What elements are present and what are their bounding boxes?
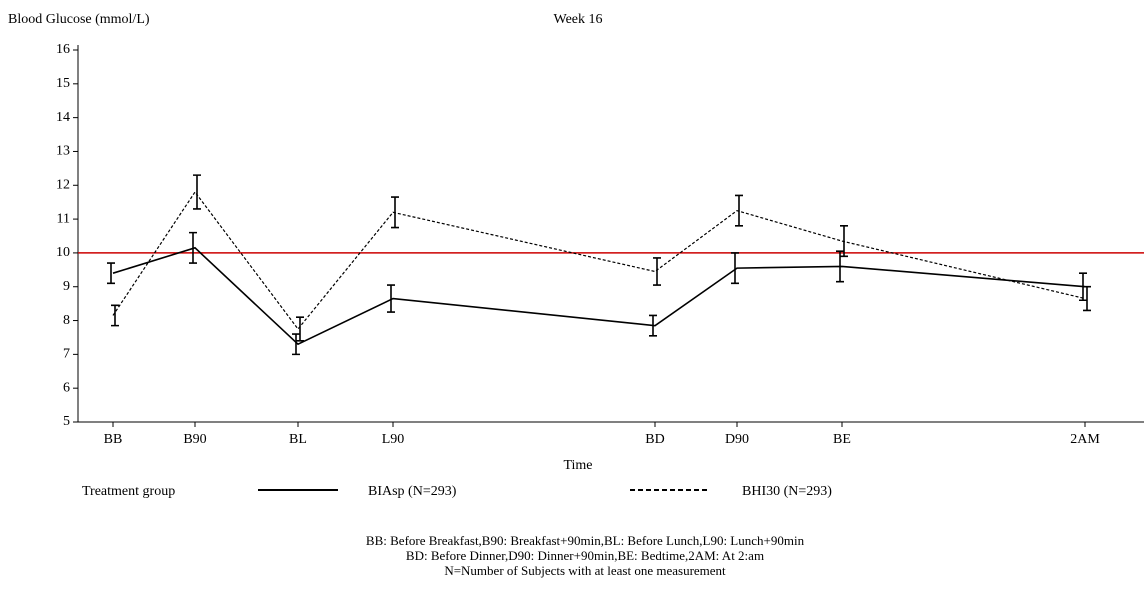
x-axis-label: Time [563,458,592,473]
legend-title: Treatment group [82,484,175,499]
note: N=Number of Subjects with at least one m… [444,563,726,578]
error-bar [731,252,739,285]
y-tick-label: 5 [63,414,70,429]
y-tick-label: 15 [56,76,70,91]
error-bar [840,225,848,258]
x-tick-label: 2AM [1070,432,1100,447]
error-bar [296,316,304,342]
x-tick-label: BD [645,432,664,447]
error-bar [111,304,119,327]
y-tick-label: 9 [63,279,70,294]
y-tick-label: 10 [56,245,70,260]
error-bar [1083,285,1091,312]
error-bar [189,231,197,264]
x-tick-label: D90 [725,432,749,447]
y-tick-label: 14 [56,110,70,125]
x-tick-label: BL [289,432,307,447]
y-tick-label: 7 [63,347,70,362]
legend-label: BHI30 (N=293) [742,484,832,499]
error-bar [107,262,115,285]
series-line [112,190,1086,330]
error-bar [387,284,395,313]
x-tick-label: BE [833,432,851,447]
y-axis-label: Blood Glucose (mmol/L) [8,12,150,27]
y-tick-label: 13 [56,144,70,159]
x-tick-label: B90 [183,432,206,447]
series-line [112,246,1086,346]
error-bar [649,314,657,337]
y-tick-label: 12 [56,177,70,192]
x-tick-label: L90 [382,432,405,447]
y-tick-label: 16 [56,42,70,57]
error-bar [735,194,743,227]
y-tick-label: 11 [57,211,70,226]
note: BB: Before Breakfast,B90: Breakfast+90mi… [366,533,805,548]
x-tick-label: BB [104,432,123,447]
y-tick-label: 8 [63,313,70,328]
y-tick-label: 6 [63,380,70,395]
error-bar [193,174,201,210]
error-bar [391,196,399,229]
chart-title: Week 16 [553,12,602,27]
error-bar [292,333,300,356]
error-bar [653,257,661,286]
note: BD: Before Dinner,D90: Dinner+90min,BE: … [406,548,764,563]
legend-label: BIAsp (N=293) [368,484,457,499]
